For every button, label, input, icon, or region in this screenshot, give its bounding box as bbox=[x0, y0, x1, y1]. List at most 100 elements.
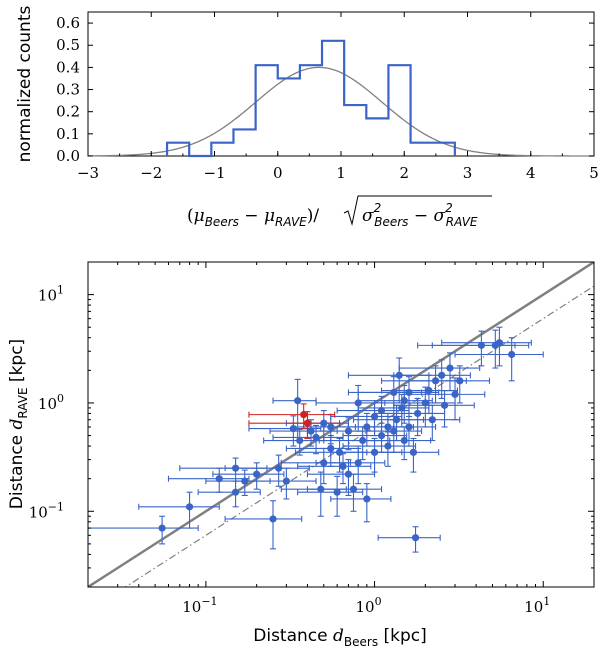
data-point bbox=[405, 423, 413, 431]
histogram-x-ticks: −3 −2 −1 0 1 2 3 4 5 bbox=[77, 12, 599, 182]
y-tick-label: 0.6 bbox=[56, 14, 80, 32]
data-point bbox=[425, 387, 433, 395]
data-point bbox=[327, 423, 335, 431]
data-point bbox=[344, 470, 353, 478]
y-tick-label: 10−1 bbox=[29, 500, 64, 521]
data-point bbox=[456, 377, 464, 385]
x-tick-label: 10−1 bbox=[182, 595, 217, 616]
one-to-one-line bbox=[88, 262, 594, 587]
data-point bbox=[312, 433, 320, 442]
highlighted-point bbox=[303, 419, 312, 427]
data-point bbox=[398, 404, 406, 412]
reference-lines bbox=[88, 262, 594, 587]
data-point bbox=[185, 503, 194, 511]
data-point bbox=[390, 388, 398, 397]
data-point bbox=[392, 416, 401, 424]
data-point bbox=[359, 436, 367, 445]
data-point bbox=[428, 416, 436, 424]
data-point bbox=[409, 448, 418, 456]
data-point bbox=[333, 488, 341, 496]
data-point bbox=[421, 399, 429, 407]
data-point bbox=[508, 350, 516, 359]
data-point bbox=[363, 495, 371, 503]
histogram-steps bbox=[165, 39, 456, 158]
data-point bbox=[320, 419, 328, 427]
data-point bbox=[231, 488, 240, 496]
y-tick-label: 0.4 bbox=[56, 58, 80, 76]
x-tick-label: 100 bbox=[356, 595, 382, 616]
data-point bbox=[335, 448, 344, 456]
y-tick-label: 0.5 bbox=[56, 36, 80, 54]
x-tick-label: −3 bbox=[77, 164, 99, 182]
data-point bbox=[354, 459, 362, 467]
highlighted-point bbox=[300, 411, 308, 419]
data-point bbox=[241, 477, 249, 485]
data-points bbox=[158, 339, 516, 542]
data-point bbox=[395, 371, 403, 379]
data-point bbox=[377, 406, 386, 415]
data-point bbox=[215, 475, 223, 483]
histogram-axes-frame bbox=[87, 11, 595, 157]
scatter-axes-frame bbox=[87, 261, 595, 588]
scatter-x-axis-label: Distance dBeers [kpc] bbox=[253, 626, 426, 647]
data-point bbox=[320, 459, 328, 467]
gaussian-fit-curve bbox=[87, 66, 594, 157]
histogram-panel: −3 −2 −1 0 1 2 3 4 5 0.0 0.1 0.2 0.3 0.4 0.5 0.6 norma… bbox=[15, 6, 599, 229]
svg-text:(μBeers − μRAVE)/: (μBeers − μRAVE)/ bbox=[187, 206, 319, 229]
x-tick-label: −2 bbox=[140, 164, 162, 182]
y-tick-label: 100 bbox=[38, 392, 64, 413]
data-point bbox=[339, 462, 347, 470]
data-point bbox=[294, 397, 302, 405]
data-point bbox=[377, 431, 386, 440]
data-point bbox=[405, 388, 413, 397]
y-tick-label: 0.3 bbox=[56, 81, 80, 99]
data-point bbox=[477, 341, 486, 349]
data-point bbox=[370, 412, 379, 421]
data-point bbox=[438, 371, 446, 379]
data-point bbox=[317, 485, 325, 493]
x-tick-label: 1 bbox=[336, 164, 346, 182]
data-point bbox=[400, 397, 408, 405]
data-point bbox=[431, 377, 440, 385]
scatter-panel: 10−1 10−1 100 100 101 101 Distance dBeers [kp… bbox=[7, 261, 595, 647]
data-point bbox=[253, 470, 261, 478]
data-point bbox=[400, 436, 408, 445]
data-point bbox=[370, 448, 379, 456]
data-point bbox=[411, 534, 420, 542]
x-tick-label: 0 bbox=[273, 164, 283, 182]
data-point bbox=[451, 390, 459, 398]
x-tick-label: 3 bbox=[463, 164, 473, 182]
data-point bbox=[158, 524, 166, 532]
scatter-y-axis-label: Distance dRAVE [kpc] bbox=[7, 339, 30, 509]
data-point bbox=[363, 423, 371, 431]
histogram-x-axis-label: (μBeers − μRAVE)/ σ2 Beers − σ2 RAVE bbox=[187, 195, 492, 229]
data-point bbox=[289, 424, 297, 433]
data-point bbox=[495, 339, 504, 347]
data-point bbox=[384, 442, 392, 450]
data-point bbox=[414, 409, 422, 418]
scaled-line bbox=[124, 285, 594, 587]
y-tick-label: 0.2 bbox=[56, 103, 80, 121]
data-point bbox=[282, 477, 290, 485]
data-point bbox=[390, 427, 398, 435]
y-tick-label: 0.1 bbox=[56, 125, 80, 143]
data-point bbox=[349, 485, 358, 493]
x-tick-label: 101 bbox=[524, 595, 550, 616]
histogram-y-ticks: 0.0 0.1 0.2 0.3 0.4 0.5 0.6 bbox=[56, 14, 594, 165]
data-point bbox=[231, 464, 240, 472]
scatter-ticks: 10−1 10−1 100 100 101 101 bbox=[29, 261, 595, 616]
x-tick-label: 5 bbox=[589, 164, 599, 182]
data-point bbox=[307, 427, 315, 435]
data-point bbox=[446, 364, 454, 372]
data-point bbox=[269, 515, 277, 523]
histogram-y-axis-label: normalized counts bbox=[15, 6, 35, 163]
data-point bbox=[296, 436, 304, 445]
sqrt-sign bbox=[343, 195, 492, 226]
x-tick-label: 2 bbox=[399, 164, 409, 182]
error-bars bbox=[88, 326, 544, 553]
y-tick-label: 0.0 bbox=[56, 147, 80, 165]
data-point bbox=[327, 444, 335, 453]
data-point bbox=[275, 464, 283, 472]
